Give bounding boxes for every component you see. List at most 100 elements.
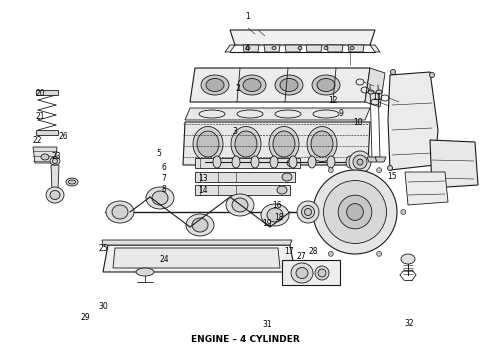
Ellipse shape	[52, 158, 57, 163]
Ellipse shape	[193, 126, 223, 162]
Ellipse shape	[201, 75, 229, 95]
Ellipse shape	[186, 214, 214, 236]
Text: 31: 31	[262, 320, 272, 329]
Ellipse shape	[251, 156, 259, 168]
Ellipse shape	[243, 78, 261, 91]
Ellipse shape	[376, 90, 382, 94]
Text: 30: 30	[98, 302, 108, 311]
Text: 24: 24	[159, 256, 169, 264]
Ellipse shape	[313, 170, 397, 254]
Ellipse shape	[206, 78, 224, 91]
Ellipse shape	[317, 78, 335, 91]
Ellipse shape	[270, 156, 278, 168]
Ellipse shape	[235, 131, 257, 157]
Ellipse shape	[66, 178, 78, 186]
Ellipse shape	[296, 267, 308, 279]
Polygon shape	[306, 45, 322, 52]
Ellipse shape	[106, 201, 134, 223]
Ellipse shape	[346, 156, 354, 168]
Text: 3: 3	[233, 127, 238, 136]
Ellipse shape	[304, 210, 309, 215]
Ellipse shape	[69, 180, 75, 184]
Ellipse shape	[280, 78, 298, 91]
Ellipse shape	[338, 195, 372, 229]
Text: 5: 5	[157, 149, 162, 158]
Ellipse shape	[46, 187, 64, 203]
Polygon shape	[243, 45, 259, 52]
Text: 28: 28	[309, 247, 318, 256]
Text: 21: 21	[36, 112, 46, 121]
Text: 18: 18	[274, 213, 284, 222]
Text: 14: 14	[198, 186, 208, 195]
Ellipse shape	[357, 159, 363, 165]
Ellipse shape	[308, 156, 316, 168]
Polygon shape	[282, 260, 340, 285]
Text: 15: 15	[387, 172, 397, 181]
Ellipse shape	[315, 266, 329, 280]
Text: 2: 2	[235, 84, 240, 93]
Ellipse shape	[282, 173, 292, 181]
Text: 11: 11	[372, 93, 382, 102]
Ellipse shape	[323, 180, 387, 243]
Ellipse shape	[50, 157, 60, 165]
Ellipse shape	[324, 46, 328, 49]
Ellipse shape	[327, 156, 335, 168]
Ellipse shape	[112, 205, 128, 219]
Text: 7: 7	[162, 174, 167, 183]
Polygon shape	[285, 45, 301, 52]
Ellipse shape	[318, 269, 326, 277]
Polygon shape	[225, 45, 235, 52]
Ellipse shape	[350, 46, 354, 49]
Polygon shape	[348, 45, 364, 52]
Text: 13: 13	[198, 174, 208, 183]
Polygon shape	[113, 248, 280, 268]
Polygon shape	[327, 45, 343, 52]
Polygon shape	[195, 185, 290, 195]
Text: 20: 20	[36, 89, 46, 98]
Ellipse shape	[291, 263, 313, 283]
Text: ENGINE – 4 CYLINDER: ENGINE – 4 CYLINDER	[191, 336, 299, 345]
Polygon shape	[367, 157, 378, 162]
Text: 10: 10	[353, 118, 363, 127]
Ellipse shape	[401, 210, 406, 215]
Ellipse shape	[226, 194, 254, 216]
Ellipse shape	[312, 75, 340, 95]
Text: 32: 32	[404, 319, 414, 328]
Polygon shape	[33, 147, 57, 163]
Ellipse shape	[304, 208, 312, 216]
Polygon shape	[430, 140, 478, 188]
Text: 8: 8	[162, 184, 167, 194]
Ellipse shape	[273, 131, 295, 157]
Text: 9: 9	[338, 109, 343, 118]
Polygon shape	[36, 130, 58, 135]
Polygon shape	[264, 45, 280, 52]
Ellipse shape	[231, 126, 261, 162]
Ellipse shape	[277, 186, 287, 194]
Ellipse shape	[328, 251, 333, 256]
Ellipse shape	[430, 72, 435, 77]
Text: 23: 23	[51, 152, 61, 161]
Ellipse shape	[388, 166, 392, 171]
Text: 29: 29	[81, 313, 91, 322]
Ellipse shape	[197, 131, 219, 157]
Text: 1: 1	[245, 12, 250, 21]
Ellipse shape	[401, 254, 415, 264]
Polygon shape	[195, 172, 295, 182]
Ellipse shape	[238, 75, 266, 95]
Polygon shape	[51, 165, 59, 190]
Text: 6: 6	[162, 163, 167, 172]
Ellipse shape	[213, 156, 221, 168]
Ellipse shape	[289, 156, 297, 168]
Ellipse shape	[232, 198, 248, 212]
Text: 25: 25	[98, 244, 108, 253]
Polygon shape	[388, 72, 438, 170]
Polygon shape	[36, 90, 58, 95]
Ellipse shape	[192, 218, 208, 232]
Polygon shape	[183, 122, 370, 165]
Ellipse shape	[301, 206, 315, 219]
Text: 12: 12	[328, 96, 338, 105]
Polygon shape	[365, 68, 385, 107]
Ellipse shape	[146, 187, 174, 209]
Ellipse shape	[307, 126, 337, 162]
Text: 17: 17	[284, 248, 294, 256]
